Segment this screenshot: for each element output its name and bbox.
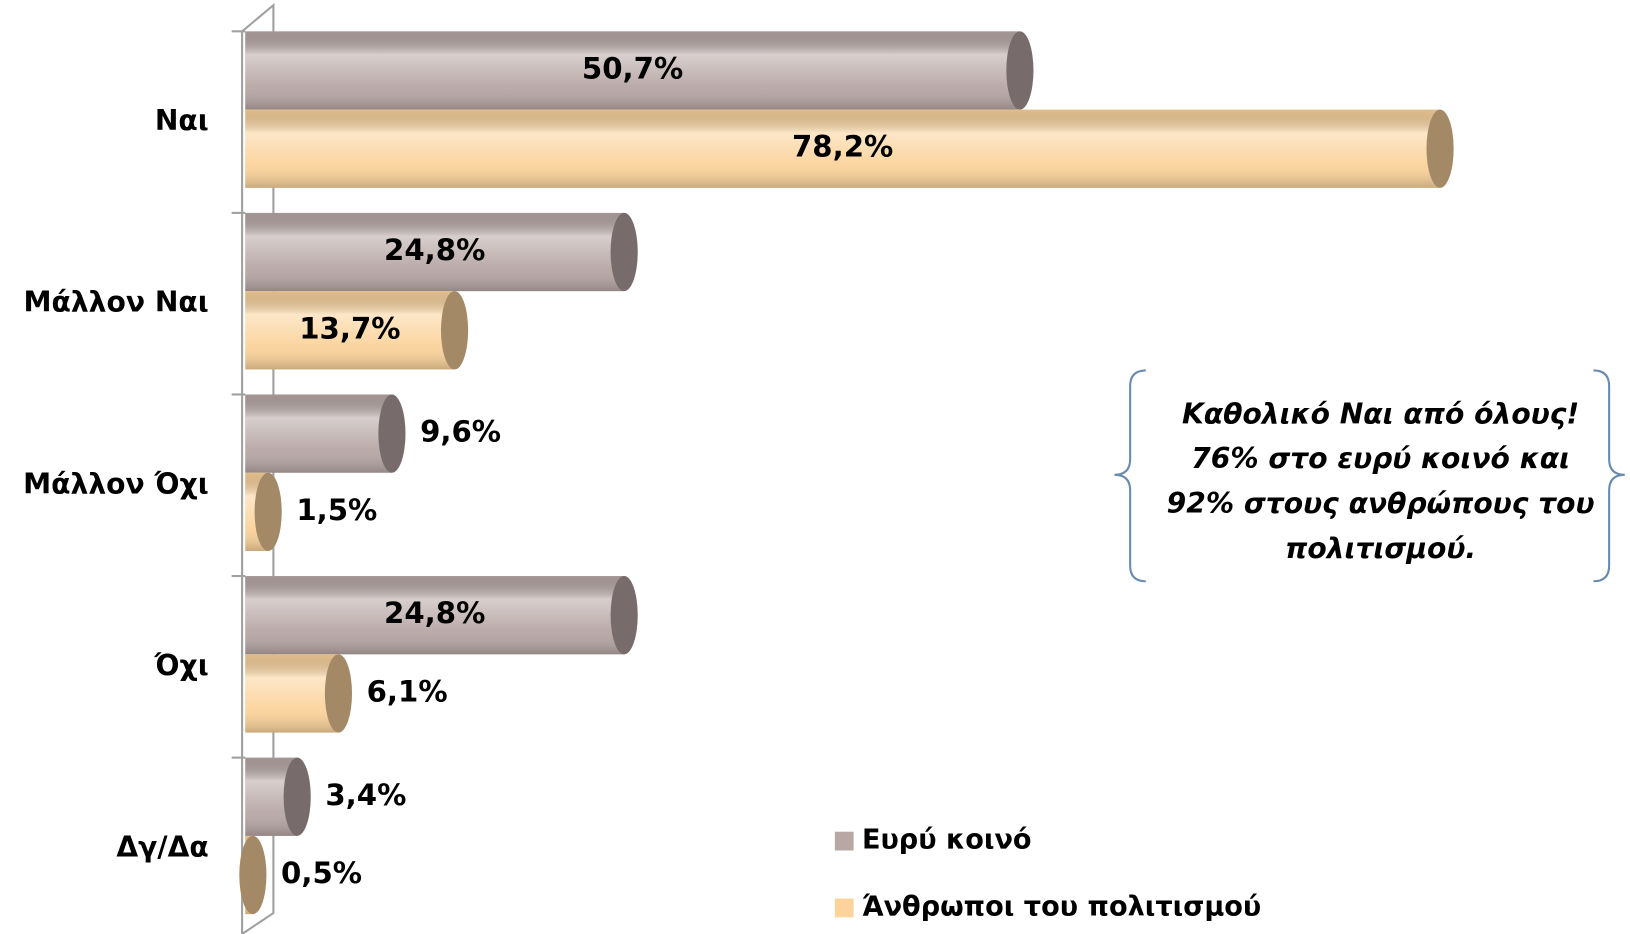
bar-cap-shade (1006, 31, 1034, 110)
data-label: 50,7% (582, 51, 683, 85)
bar-cap-shade (610, 576, 638, 655)
annotation-line: 92% στους ανθρώπους του (1167, 487, 1595, 520)
axis-wall (241, 3, 275, 934)
bar-cap-shade (378, 394, 406, 473)
y-tick-label: Ναι (155, 104, 209, 137)
bar-cap-shade (283, 757, 311, 836)
bar-cap (378, 394, 406, 473)
bar-cap (610, 576, 638, 655)
annotation-line: πολιτισμού. (1285, 532, 1476, 565)
data-label: 9,6% (420, 415, 501, 449)
bar-cap (324, 654, 353, 733)
annotation-braces (1114, 369, 1625, 583)
bar-cap (254, 472, 282, 552)
y-tick-label: Μάλλον Ναι (24, 286, 209, 319)
bar-cap-shade (610, 212, 638, 292)
data-label: 0,5% (281, 856, 362, 890)
data-label: 1,5% (296, 493, 377, 527)
bar-cap (1426, 109, 1454, 188)
data-label: 13,7% (299, 311, 400, 345)
bar-shine (245, 394, 392, 473)
legend-swatch (834, 898, 854, 918)
y-tick-label: Μάλλον Όχι (23, 467, 209, 500)
data-label: 24,8% (384, 233, 485, 267)
data-label: 3,4% (325, 778, 406, 812)
annotation-line: Καθολικό Ναι από όλους! (1182, 397, 1579, 430)
bar-cap (283, 757, 311, 836)
bar-shine (245, 212, 625, 292)
data-label: 24,8% (384, 596, 485, 630)
legend-swatch (834, 831, 854, 851)
data-label: 6,1% (367, 674, 448, 708)
bar-shine (245, 31, 1020, 110)
bar-shine (245, 109, 1441, 188)
bar-cap-shade (324, 654, 353, 733)
bar-cap-shade (254, 472, 282, 552)
y-tick-label: Όχι (153, 649, 208, 682)
y-tick-label: Δγ/Δα (116, 830, 208, 863)
legend-label: Άνθρωποι του πολιτισμού (862, 891, 1261, 922)
bar-cap-shade (1426, 109, 1454, 188)
annotation-line: 76% στο ευρύ κοινό και (1191, 442, 1570, 475)
bar-cap (610, 212, 638, 292)
bar-cap-shade (239, 835, 267, 915)
bar-shine (245, 291, 455, 370)
data-label: 78,2% (792, 130, 893, 164)
bar-shine (245, 654, 339, 733)
legend-label: Ευρύ κοινό (862, 825, 1032, 856)
bar-cap-shade (440, 291, 469, 370)
bar-shine (245, 576, 625, 655)
bar-cap (440, 291, 469, 370)
bar-cap (239, 835, 267, 915)
bar-cap (1006, 31, 1034, 110)
